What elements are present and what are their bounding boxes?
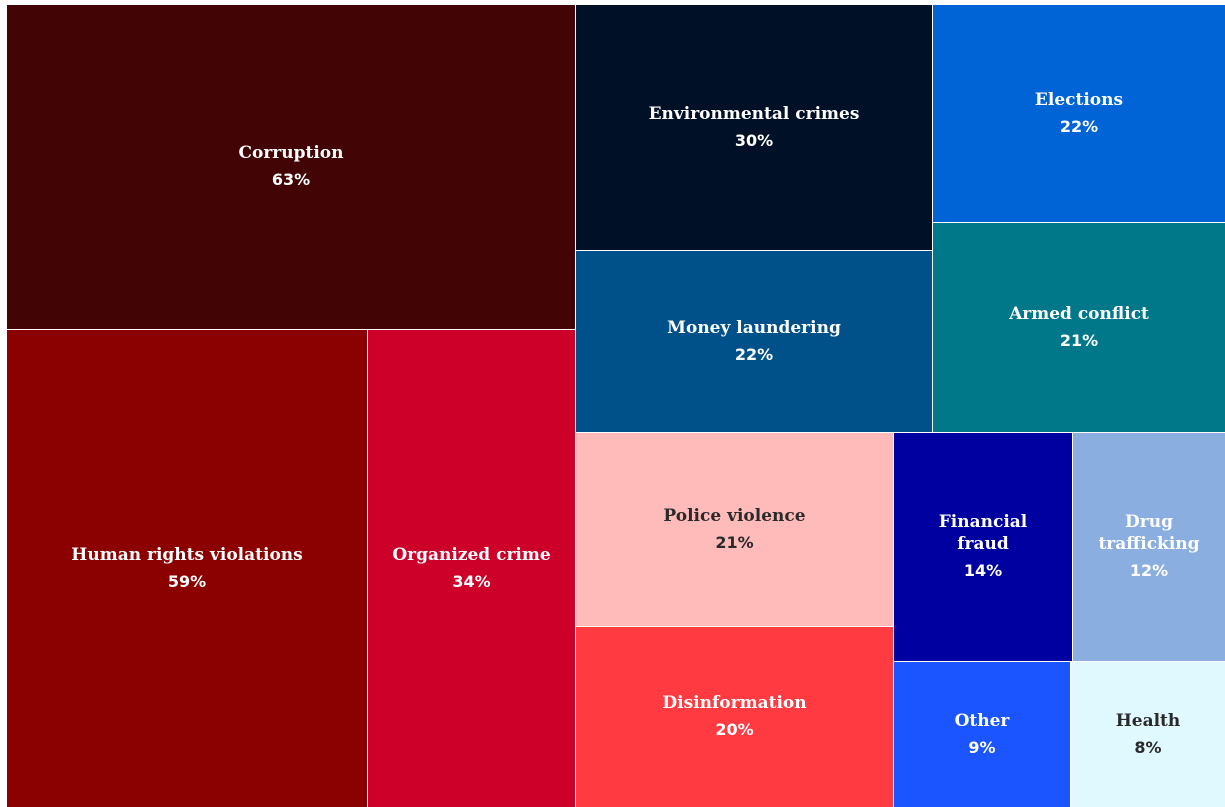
value-label: 22% bbox=[1059, 116, 1099, 136]
treemap-cell: Drug trafficking 12% bbox=[1073, 433, 1225, 661]
cell-label: Health bbox=[1115, 710, 1181, 731]
value-label: 14% bbox=[963, 561, 1003, 580]
cell-label: Police violence bbox=[663, 505, 806, 526]
treemap-cell: Corruption 63% bbox=[7, 5, 575, 329]
value-label: 63% bbox=[271, 170, 311, 189]
value-label: 12% bbox=[1129, 561, 1169, 580]
cell-label: Other bbox=[954, 710, 1010, 731]
value-label: 22% bbox=[734, 344, 774, 364]
value-label: 9% bbox=[968, 737, 996, 757]
treemap-cell: Elections 22% bbox=[933, 5, 1225, 222]
cell-label: Environmental crimes bbox=[648, 103, 860, 124]
treemap-cell: Health 8% bbox=[1071, 662, 1225, 807]
value-label: 30% bbox=[734, 130, 774, 150]
treemap-cell: Human rights violations 59% bbox=[7, 330, 367, 807]
cell-label: Disinformation bbox=[662, 693, 807, 713]
value-label: 21% bbox=[715, 532, 754, 552]
treemap-cell: Organized crime 34% bbox=[368, 330, 575, 807]
treemap-cell: Armed conflict 21% bbox=[933, 223, 1225, 432]
treemap-cell: Money laundering 22% bbox=[576, 251, 932, 432]
treemap-cell: Police violence 21% bbox=[576, 433, 893, 626]
treemap-cell: Disinformation 20% bbox=[576, 627, 893, 807]
value-label: 21% bbox=[1059, 330, 1099, 350]
value-label: 20% bbox=[715, 720, 754, 739]
value-label: 34% bbox=[452, 571, 491, 591]
cell-label: Corruption bbox=[238, 143, 344, 163]
treemap-cell: Environmental crimes 30% bbox=[576, 5, 932, 250]
cell-label: Elections bbox=[1034, 89, 1124, 110]
value-label: 8% bbox=[1134, 737, 1162, 757]
cell-label: Human rights violations bbox=[71, 544, 303, 565]
cell-label: Organized crime bbox=[392, 544, 551, 565]
cell-label: Armed conflict bbox=[1009, 303, 1149, 324]
cell-label: Money laundering bbox=[667, 317, 841, 338]
treemap-cell: Financial fraud 14% bbox=[894, 433, 1072, 661]
value-label: 59% bbox=[167, 571, 207, 591]
cell-label: Financial fraud bbox=[938, 512, 1028, 554]
cell-label: Drug trafficking bbox=[1098, 512, 1200, 554]
treemap-cell: Other 9% bbox=[894, 662, 1070, 807]
